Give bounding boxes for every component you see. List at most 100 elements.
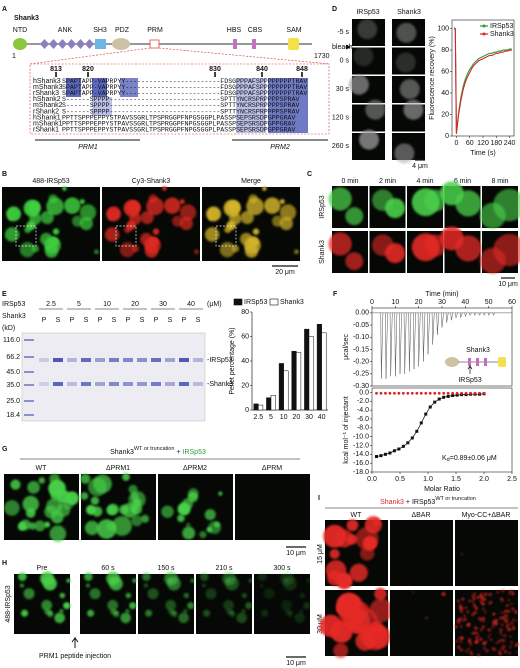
condensate bbox=[482, 619, 485, 623]
label: hShank3 bbox=[33, 78, 61, 85]
condensate bbox=[119, 241, 136, 258]
condensate bbox=[231, 245, 240, 253]
condensate bbox=[145, 609, 153, 617]
label: rShank3 bbox=[33, 90, 59, 97]
x-tick-label: 20 bbox=[292, 414, 300, 421]
x-tick-label: 2.5 bbox=[507, 476, 517, 483]
condensate bbox=[200, 572, 209, 581]
x-tick-label: 30 bbox=[438, 299, 446, 306]
condensate bbox=[505, 619, 509, 623]
condensate bbox=[473, 604, 476, 608]
label: 820 bbox=[82, 66, 94, 73]
condensate bbox=[511, 607, 515, 611]
gel-band bbox=[151, 382, 161, 386]
condensate bbox=[206, 206, 221, 222]
data-point bbox=[455, 391, 459, 395]
condensate bbox=[333, 643, 349, 659]
condensate bbox=[245, 602, 253, 610]
condensate bbox=[357, 19, 378, 40]
condensate bbox=[59, 608, 64, 614]
conserved-column bbox=[92, 97, 112, 116]
condensate bbox=[473, 592, 476, 595]
condensate bbox=[474, 606, 478, 610]
condensate bbox=[411, 233, 440, 262]
x-tick-label: 2.5 bbox=[253, 414, 263, 421]
domain bbox=[95, 39, 106, 49]
condensate bbox=[10, 479, 21, 490]
condensate bbox=[306, 578, 311, 583]
label: 1 bbox=[12, 53, 16, 60]
gel-band bbox=[109, 382, 119, 386]
legend-swatch bbox=[233, 298, 243, 306]
condensate bbox=[471, 600, 475, 603]
condensate bbox=[353, 46, 374, 67]
x-tick-label: 40 bbox=[318, 414, 326, 421]
condensate bbox=[79, 198, 85, 205]
condensate bbox=[507, 627, 511, 631]
condensate bbox=[96, 519, 117, 539]
x-tick-label: 240 bbox=[504, 140, 516, 147]
condensate bbox=[485, 640, 488, 643]
y-tick-label: 80 bbox=[441, 47, 449, 54]
data-point bbox=[437, 391, 441, 395]
label: PRM1 bbox=[78, 144, 98, 151]
condensate bbox=[457, 637, 461, 640]
condensate bbox=[168, 608, 174, 615]
y-tick-label: 20 bbox=[241, 382, 249, 389]
condensate bbox=[504, 614, 508, 617]
label: 30 bbox=[159, 301, 167, 308]
condensate bbox=[40, 210, 54, 225]
injection-peak bbox=[417, 312, 421, 367]
condensate bbox=[475, 636, 478, 639]
label: 848 bbox=[296, 66, 308, 73]
condensate bbox=[46, 498, 63, 515]
condensate bbox=[509, 645, 512, 649]
condensate bbox=[412, 591, 415, 594]
bar bbox=[278, 363, 284, 411]
plus: + bbox=[406, 499, 410, 506]
condensate bbox=[49, 525, 67, 543]
condensate bbox=[143, 583, 148, 588]
condensate bbox=[187, 602, 195, 610]
x-tick-label: 60 bbox=[466, 140, 474, 147]
inset-box bbox=[15, 225, 37, 247]
label: P bbox=[70, 317, 75, 324]
condensate bbox=[488, 628, 492, 632]
gel-band bbox=[67, 382, 77, 386]
injection-peak bbox=[441, 312, 444, 328]
micrograph bbox=[4, 473, 79, 543]
panel-letter: B bbox=[2, 171, 7, 178]
sequence: S------SPPPP----------------------------… bbox=[62, 102, 299, 109]
gel-band bbox=[165, 382, 175, 386]
label: P bbox=[42, 317, 47, 324]
condensate bbox=[89, 588, 101, 600]
domain bbox=[40, 39, 49, 49]
condensate bbox=[463, 614, 466, 618]
panel-letter: I bbox=[318, 495, 320, 502]
micrograph bbox=[352, 46, 385, 75]
condensate bbox=[218, 491, 223, 496]
y-axis-label: Pellet percentage (%) bbox=[229, 327, 236, 394]
condensate bbox=[186, 523, 191, 528]
condensate bbox=[179, 198, 185, 205]
condensate bbox=[62, 186, 67, 191]
data-point bbox=[428, 391, 432, 395]
condensate bbox=[515, 642, 519, 647]
kd-symbol: K bbox=[442, 455, 447, 462]
condensate bbox=[511, 592, 514, 595]
condensate bbox=[484, 592, 488, 596]
label: WT bbox=[36, 465, 48, 472]
condensate bbox=[504, 634, 507, 637]
condensate bbox=[403, 99, 424, 120]
condensate bbox=[222, 571, 237, 586]
domain bbox=[67, 39, 76, 49]
condensate bbox=[469, 642, 473, 646]
condensate bbox=[299, 592, 306, 599]
condensate bbox=[44, 244, 59, 258]
gel-band bbox=[95, 382, 105, 386]
injection-peak bbox=[385, 312, 388, 379]
legend-label: IRSp53 bbox=[244, 299, 267, 306]
injection-peak bbox=[408, 312, 412, 372]
micrograph bbox=[158, 474, 233, 540]
label: Merge bbox=[241, 178, 261, 185]
